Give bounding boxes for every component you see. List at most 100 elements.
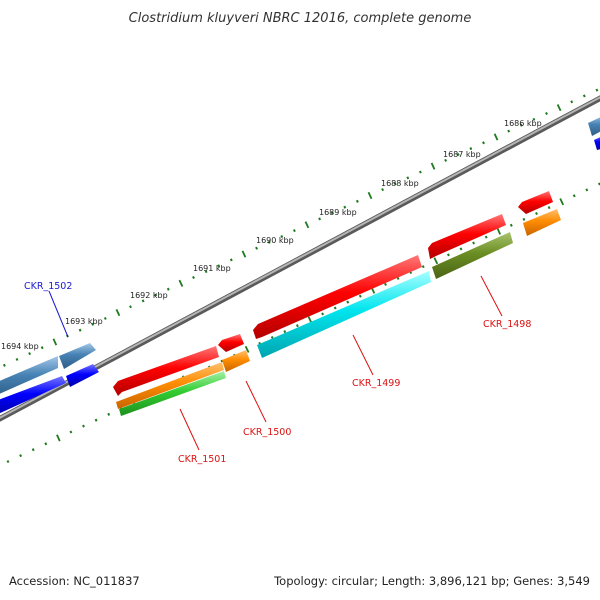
minor-tick-dot	[330, 211, 334, 215]
major-tick-mark	[241, 250, 247, 258]
label-ckr-1502[interactable]: CKR_1502	[24, 281, 72, 292]
tick-label-1686kbp: 1686 kbp	[504, 119, 542, 128]
minor-tick-dot	[545, 111, 548, 116]
tick-label-1694kbp: 1694 kbp	[1, 342, 39, 351]
tick-label-1692kbp: 1692 kbp	[130, 291, 168, 300]
minor-tick-dot	[456, 152, 460, 157]
feature-ckr-1502-upstream-steel	[0, 356, 58, 394]
minor-tick-dot	[141, 299, 145, 303]
minor-tick-dot	[582, 94, 586, 98]
minor-tick-dot	[535, 211, 538, 216]
gene-unlabeled-right[interactable]	[518, 191, 561, 236]
feature-right-orange	[523, 209, 561, 236]
gene-ckr-1499[interactable]	[253, 255, 431, 358]
minor-tick-dot	[166, 287, 170, 291]
major-tick-mark	[430, 162, 436, 170]
minor-tick-dot	[418, 170, 422, 174]
major-tick-mark	[493, 133, 499, 141]
label-ckr-1498[interactable]: CKR_1498	[483, 319, 531, 330]
minor-tick-dot	[94, 418, 98, 422]
tick-label-1691kbp: 1691 kbp	[193, 264, 231, 273]
minor-tick-dot	[396, 276, 400, 280]
tick-label-1693kbp: 1693 kbp	[65, 317, 103, 326]
minor-tick-dot	[585, 188, 589, 192]
tick-label-1690kbp: 1690 kbp	[256, 236, 294, 245]
feature-ckr-1499-red	[253, 255, 422, 339]
feature-ckr-1498-olive	[432, 232, 513, 279]
leader-ckr-1499	[352, 334, 374, 376]
minor-tick-dot	[69, 430, 73, 434]
label-ckr-1499[interactable]: CKR_1499	[352, 378, 400, 389]
leader-ckr-1501	[179, 408, 200, 451]
minor-tick-dot	[572, 194, 576, 198]
minor-tick-dot	[482, 141, 485, 145]
minor-tick-dot	[444, 158, 448, 162]
minor-tick-dot	[31, 448, 35, 452]
minor-tick-dot	[44, 442, 48, 446]
gene-ckr-1502[interactable]	[0, 343, 99, 416]
minor-tick-dot	[384, 282, 387, 286]
feature-ckr-1502-blue-short	[66, 364, 99, 387]
minor-tick-dot	[406, 176, 410, 180]
major-tick-mark	[178, 279, 184, 287]
gene-partial-top-right[interactable]	[588, 115, 600, 150]
minor-tick-dot	[82, 424, 85, 428]
minor-tick-dot	[519, 123, 523, 127]
minor-tick-dot	[509, 223, 513, 227]
minor-tick-dot	[28, 352, 32, 356]
minor-tick-dot	[421, 265, 425, 269]
major-tick-mark	[433, 257, 439, 265]
minor-tick-dot	[129, 305, 132, 309]
gene-ckr-1500[interactable]	[218, 334, 250, 372]
leader-ckr-1502	[48, 290, 69, 338]
label-ckr-1500[interactable]: CKR_1500	[243, 427, 291, 438]
major-tick-mark	[559, 198, 565, 206]
minor-tick-dot	[595, 88, 599, 92]
feature-ckr-1500-red	[218, 334, 244, 352]
feature-ckr-1499-cyan	[257, 271, 431, 358]
genome-summary-text: Topology: circular; Length: 3,896,121 bp…	[274, 574, 590, 588]
minor-tick-dot	[270, 335, 274, 340]
gene-ckr-1501[interactable]	[113, 346, 226, 416]
minor-tick-dot	[346, 300, 350, 304]
gene-labels: CKR_1498 CKR_1499 CKR_1500 CKR_1501 CKR_…	[24, 275, 531, 465]
major-tick-mark	[367, 191, 373, 200]
minor-tick-dot	[393, 182, 397, 186]
outer-tick-ring	[2, 88, 599, 367]
feature-partial-steel	[588, 117, 600, 136]
tick-label-1688kbp: 1688 kbp	[381, 179, 419, 188]
minor-tick-dot	[78, 328, 82, 332]
feature-ckr-1502-blue	[0, 376, 66, 414]
minor-tick-dot	[507, 129, 511, 133]
minor-tick-dot	[295, 324, 299, 328]
minor-tick-dot	[333, 306, 337, 310]
minor-tick-dot	[255, 246, 258, 250]
map-title: Clostridium kluyveri NBRC 12016, complet…	[129, 11, 472, 26]
accession-text: Accession: NC_011837	[9, 574, 140, 588]
minor-tick-dot	[107, 412, 111, 416]
major-tick-mark	[244, 345, 250, 353]
major-tick-mark	[115, 309, 121, 317]
minor-tick-dot	[358, 294, 362, 298]
major-tick-mark	[496, 227, 502, 235]
gene-ckr-1498[interactable]	[428, 214, 513, 279]
minor-tick-dot	[154, 293, 158, 297]
minor-tick-dot	[446, 253, 450, 257]
feature-right-red	[518, 191, 553, 214]
leader-ckr-1500	[245, 380, 267, 423]
minor-tick-dot	[469, 147, 473, 151]
label-ckr-1501[interactable]: CKR_1501	[178, 454, 226, 465]
major-tick-mark	[556, 104, 562, 112]
minor-tick-dot	[472, 241, 476, 245]
minor-tick-dot	[15, 357, 19, 361]
minor-tick-dot	[40, 346, 44, 350]
minor-tick-dot	[192, 275, 195, 280]
minor-tick-dot	[355, 199, 359, 203]
tick-label-1689kbp: 1689 kbp	[319, 208, 357, 217]
minor-tick-dot	[459, 247, 463, 251]
feature-ckr-1501-red	[113, 346, 219, 396]
feature-ckr-1500-orange	[222, 350, 250, 372]
feature-partial-blue	[594, 137, 600, 150]
coordinate-ticks: 1686 kbp 1687 kbp 1688 kbp 1689 kbp 1690…	[1, 119, 542, 351]
minor-tick-dot	[6, 460, 10, 464]
